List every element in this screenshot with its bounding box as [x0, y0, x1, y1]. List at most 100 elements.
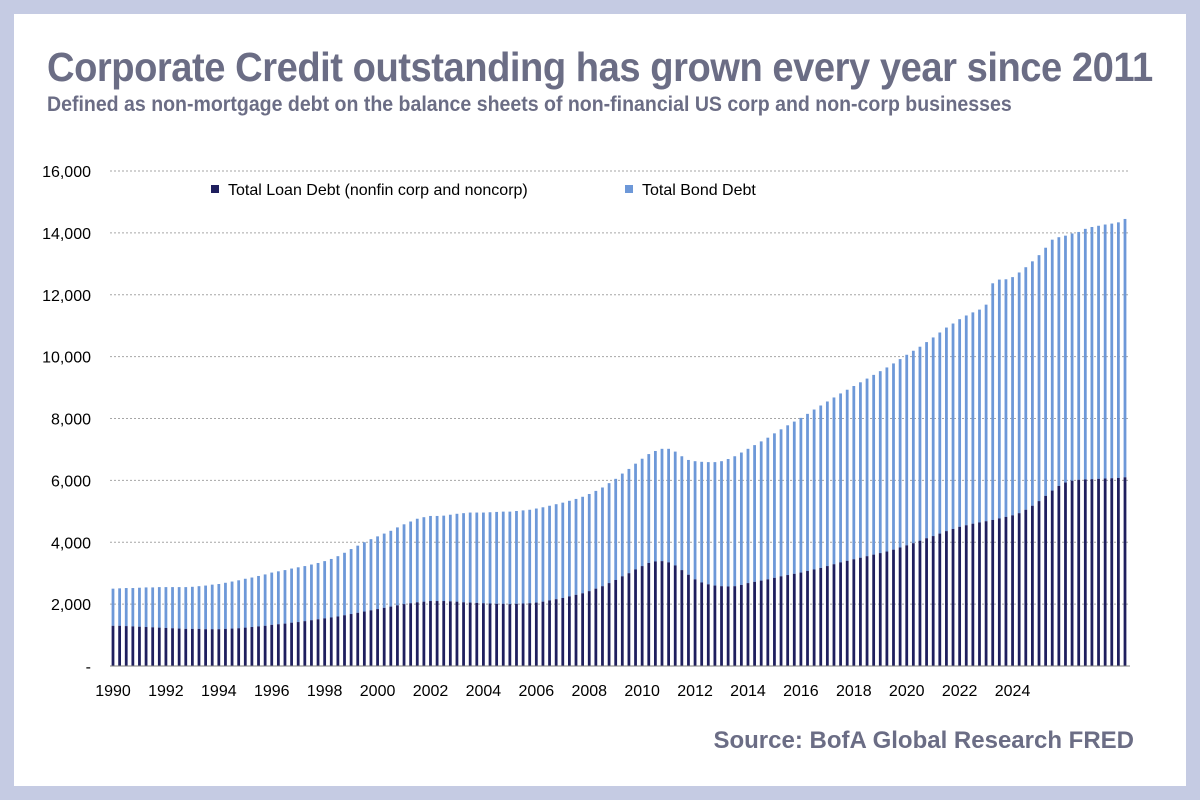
bond-debt-bar [1116, 222, 1120, 478]
bond-debt-bar [806, 413, 809, 572]
x-tick-label: 2002 [413, 683, 449, 700]
bond-debt-bar [263, 574, 267, 626]
bond-debt-bar [1103, 224, 1107, 479]
bond-debt-bar [825, 401, 829, 567]
loan-debt-bar [508, 604, 512, 666]
loan-debt-bar [806, 571, 809, 666]
bond-debt-bar [548, 505, 551, 601]
loan-debt-bar [945, 531, 948, 666]
legend-swatch [625, 185, 633, 193]
bond-debt-bar [680, 456, 684, 571]
x-tick-label: 2018 [836, 683, 872, 700]
bond-debt-bar [786, 425, 790, 576]
bond-debt-bar [892, 363, 895, 550]
bond-debt-bar [515, 511, 518, 604]
bond-debt-bar [210, 584, 214, 630]
bond-debt-bar [958, 319, 962, 527]
loan-debt-bar [1004, 516, 1008, 666]
y-tick-label: 10,000 [42, 350, 91, 367]
loan-debt-bar [495, 603, 499, 666]
loan-debt-bar [1017, 513, 1021, 666]
loan-debt-bar [925, 538, 928, 666]
loan-debt-bar [243, 627, 247, 666]
loan-debt-bar [316, 619, 320, 666]
loan-debt-bar [1083, 479, 1087, 666]
bond-debt-bar [574, 498, 578, 595]
bond-debt-bar [131, 588, 135, 627]
loan-debt-bar [1024, 509, 1028, 666]
loan-debt-bar [1116, 477, 1120, 666]
loan-debt-bar [197, 628, 201, 666]
bond-debt-bar [839, 393, 842, 563]
loan-debt-bar [455, 601, 459, 666]
x-tick-label: 1992 [148, 683, 184, 700]
bond-debt-bar [435, 515, 439, 602]
loan-debt-bar [971, 523, 975, 666]
bond-debt-bar [250, 577, 254, 628]
loan-debt-bar [190, 628, 194, 666]
bond-debt-bar [1097, 225, 1100, 479]
loan-debt-bar [177, 628, 181, 666]
loan-debt-bar [739, 584, 743, 666]
bond-debt-bar [217, 584, 221, 630]
loan-debt-bar [1097, 478, 1100, 666]
loan-debt-bar [376, 609, 379, 666]
bond-debt-bar [323, 561, 327, 619]
loan-debt-bar [561, 597, 565, 666]
y-tick-label: 12,000 [42, 288, 91, 305]
loan-debt-bar [1050, 490, 1054, 666]
bond-debt-bar [634, 463, 637, 570]
loan-debt-bar [1090, 479, 1094, 666]
loan-debt-bar [151, 627, 155, 666]
loan-debt-bar [693, 579, 697, 666]
bond-debt-bar [799, 417, 803, 573]
loan-debt-bar [647, 562, 651, 666]
x-tick-label: 2010 [624, 683, 660, 700]
bond-debt-bar [601, 487, 604, 587]
loan-debt-bar [872, 554, 876, 666]
loan-debt-bar [336, 616, 340, 666]
loan-debt-bar [1031, 505, 1034, 666]
bond-debt-bar [898, 359, 902, 548]
loan-debt-bar [680, 570, 684, 666]
loan-debt-bar [819, 567, 823, 666]
loan-debt-bar [706, 584, 710, 666]
legend-label: Total Bond Debt [642, 182, 756, 199]
bond-debt-bar [832, 397, 836, 565]
loan-debt-bar [568, 596, 571, 666]
bond-debt-bar [1037, 255, 1041, 502]
loan-debt-bar [429, 601, 432, 666]
loan-debt-bar [257, 626, 260, 666]
bond-debt-bar [1123, 218, 1127, 478]
loan-debt-bar [204, 629, 207, 666]
y-tick-label: 16,000 [42, 164, 91, 181]
loan-debt-bar [845, 560, 849, 666]
loan-debt-bar [574, 594, 578, 666]
bond-debt-bar [508, 511, 512, 605]
legend-label: Total Loan Debt (nonfin corp and noncorp… [228, 182, 528, 199]
bond-debt-bar [283, 570, 287, 624]
loan-debt-bar [885, 551, 889, 666]
loan-debt-bar [409, 603, 413, 666]
loan-debt-bar [911, 543, 915, 666]
loan-debt-bar [468, 602, 472, 666]
x-tick-label: 2016 [783, 683, 819, 700]
bond-debt-bar [997, 279, 1001, 519]
loan-debt-bar [978, 522, 981, 666]
bond-debt-bar [177, 587, 181, 629]
loan-debt-bar [283, 623, 287, 666]
loan-debt-bar [482, 603, 485, 666]
loan-debt-bar [515, 603, 518, 666]
loan-debt-bar [892, 549, 895, 666]
loan-debt-bar [997, 518, 1001, 666]
loan-debt-bar [124, 626, 128, 666]
loan-debt-bar [1123, 477, 1127, 666]
loan-debt-bar [303, 621, 307, 666]
bond-debt-bar [872, 374, 876, 555]
bond-debt-bar [329, 558, 333, 618]
chart-title: Corporate Credit outstanding has grown e… [47, 44, 1153, 90]
loan-debt-bar [1077, 479, 1081, 666]
bond-debt-bar [495, 511, 499, 604]
bond-debt-bar [501, 511, 505, 604]
bond-debt-bar [124, 588, 128, 627]
